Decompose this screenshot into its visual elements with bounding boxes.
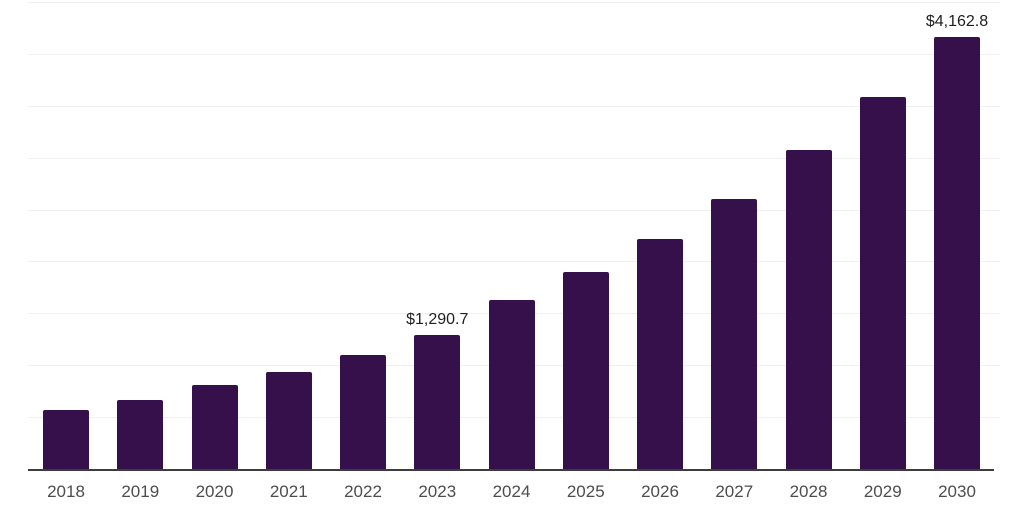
data-label-2023: $1,290.7 (406, 311, 469, 329)
bar-2027 (711, 198, 758, 469)
bar-2019 (117, 399, 164, 469)
gridline-4500 (28, 2, 1000, 3)
bar-2022 (340, 354, 386, 469)
bar-2030 (934, 36, 980, 469)
x-tick-2018: 2018 (47, 482, 85, 501)
x-tick-2023: 2023 (418, 482, 457, 501)
bar-2026 (637, 238, 683, 469)
x-tick-2030: 2030 (938, 482, 976, 501)
bar-2023 (414, 335, 461, 469)
x-tick-2026: 2026 (641, 482, 679, 501)
x-tick-2022: 2022 (344, 482, 382, 501)
x-tick-2028: 2028 (789, 482, 828, 501)
x-tick-2019: 2019 (121, 482, 160, 501)
bar-2025 (562, 272, 609, 469)
bar-2028 (785, 150, 832, 469)
x-tick-2027: 2027 (715, 482, 754, 501)
x-tick-2021: 2021 (269, 482, 308, 501)
gridline-2500 (28, 209, 1000, 211)
x-tick-2025: 2025 (566, 482, 605, 501)
x-tick-2020: 2020 (195, 482, 234, 501)
gridline-3500 (28, 105, 1000, 107)
bar-2024 (488, 299, 535, 469)
data-label-2030: $4,162.8 (925, 12, 989, 30)
gridline-4000 (28, 53, 1000, 55)
gridline-2000 (28, 261, 1000, 263)
x-tick-2024: 2024 (492, 482, 531, 501)
x-axis-line (28, 469, 994, 471)
x-tick-2029: 2029 (863, 482, 902, 501)
bar-2021 (265, 372, 312, 469)
bar-2018 (43, 409, 89, 469)
bar-2029 (859, 97, 906, 469)
gridline-3000 (28, 157, 1000, 159)
bar-2020 (191, 384, 238, 469)
